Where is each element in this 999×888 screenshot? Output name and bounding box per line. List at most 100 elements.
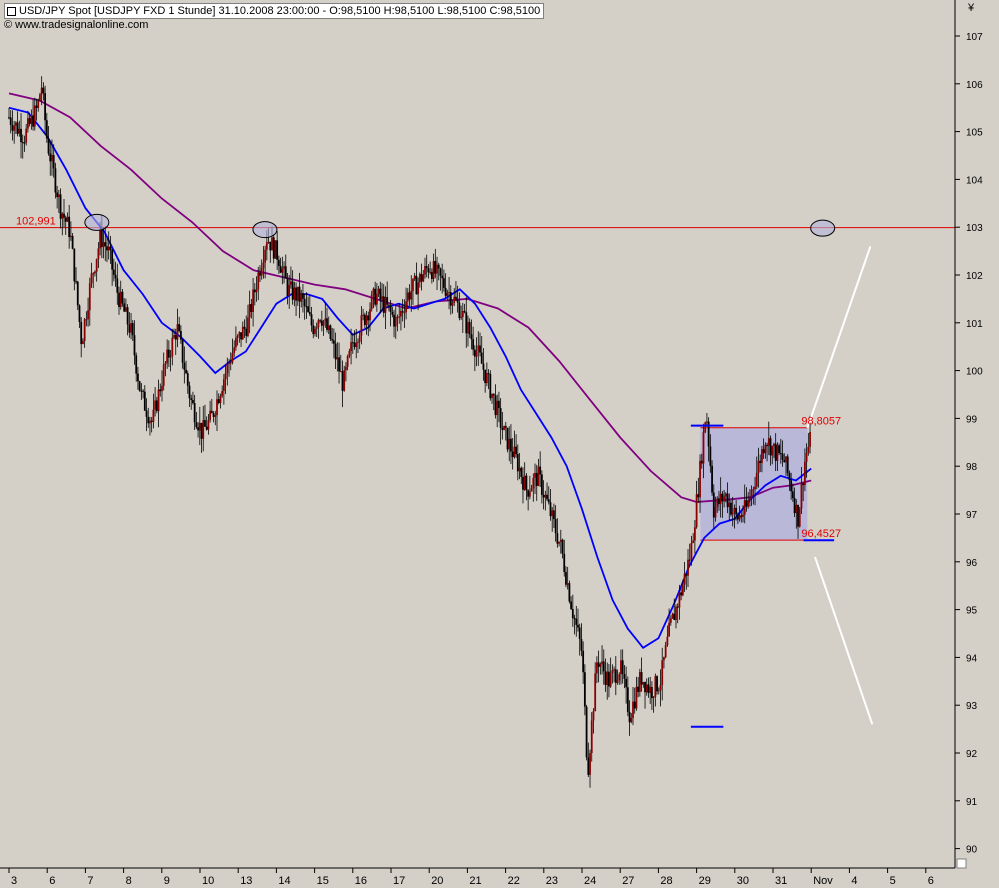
candle-body bbox=[161, 385, 163, 392]
candle-body bbox=[63, 213, 65, 218]
candle-body bbox=[620, 660, 622, 675]
candle-body bbox=[152, 409, 155, 422]
candle-body bbox=[623, 674, 626, 679]
candle-body bbox=[155, 400, 158, 412]
candle-body bbox=[714, 507, 717, 518]
candle-body bbox=[222, 379, 225, 392]
x-tick-label: Nov bbox=[813, 875, 833, 887]
candle-body bbox=[396, 316, 399, 318]
candle-body bbox=[645, 684, 648, 693]
candle-body bbox=[229, 362, 232, 364]
candle-body bbox=[137, 373, 139, 382]
candle-body bbox=[126, 307, 129, 325]
candle-body bbox=[18, 128, 21, 134]
candle-body bbox=[389, 305, 392, 312]
candle-body bbox=[408, 292, 411, 300]
candle-body bbox=[570, 601, 573, 610]
candle-body bbox=[181, 339, 184, 363]
candle-body bbox=[663, 657, 665, 661]
candle-body bbox=[680, 592, 683, 596]
x-tick-label: 23 bbox=[546, 875, 558, 887]
projection-line bbox=[806, 245, 872, 429]
x-tick-label: 29 bbox=[699, 875, 711, 887]
candle-body bbox=[779, 453, 782, 455]
y-tick-label: 92 bbox=[966, 749, 978, 760]
candle-body bbox=[446, 293, 449, 296]
candle-body bbox=[405, 301, 407, 313]
candle-body bbox=[142, 390, 144, 392]
candle-body bbox=[369, 309, 371, 321]
candle-body bbox=[449, 292, 452, 306]
candle-body bbox=[353, 342, 356, 348]
candle-body bbox=[76, 281, 79, 306]
candle-body bbox=[771, 445, 774, 456]
candle-body bbox=[372, 288, 375, 295]
x-tick-label: 30 bbox=[737, 875, 749, 887]
chart-title: USD/JPY Spot [USDJPY FXD 1 Stunde] 31.10… bbox=[19, 5, 541, 17]
candle-body bbox=[726, 493, 729, 508]
candle-body bbox=[685, 573, 688, 576]
resize-grip[interactable] bbox=[956, 858, 967, 869]
candle-body bbox=[434, 261, 437, 274]
copyright-note: © www.tradesignalonline.com bbox=[4, 19, 149, 31]
candle-body bbox=[487, 373, 490, 375]
candle-body bbox=[28, 118, 31, 124]
candle-body bbox=[374, 288, 377, 305]
candle-body bbox=[214, 415, 217, 417]
candle-body bbox=[755, 473, 758, 487]
candle-body bbox=[190, 398, 193, 401]
candle-body bbox=[809, 431, 811, 447]
candle-body bbox=[644, 682, 646, 693]
candle-body bbox=[360, 315, 363, 336]
highlight-ellipse bbox=[252, 221, 278, 239]
y-tick-label: 97 bbox=[966, 510, 978, 521]
range-top-label: 98,8057 bbox=[801, 416, 841, 428]
candle-body bbox=[766, 444, 768, 446]
candle-body bbox=[281, 268, 284, 273]
y-tick-label: 94 bbox=[966, 653, 978, 664]
candle-body bbox=[742, 514, 744, 517]
x-tick-label: 22 bbox=[508, 875, 520, 887]
candle-body bbox=[283, 266, 285, 269]
candle-body bbox=[589, 753, 591, 775]
x-tick-label: 8 bbox=[126, 875, 132, 887]
candle-body bbox=[130, 323, 132, 333]
candle-body bbox=[547, 499, 550, 503]
candle-body bbox=[549, 502, 552, 517]
candle-body bbox=[324, 318, 327, 322]
candle-body bbox=[183, 362, 186, 370]
candle-body bbox=[762, 449, 765, 454]
candle-body bbox=[602, 661, 605, 672]
candle-body bbox=[635, 686, 638, 709]
candle-body bbox=[697, 494, 700, 498]
candle-body bbox=[647, 684, 650, 693]
candle-body bbox=[157, 389, 160, 412]
candle-body bbox=[515, 446, 518, 455]
candle-body bbox=[243, 326, 246, 329]
candle-body bbox=[465, 312, 468, 334]
candle-body bbox=[362, 314, 365, 316]
candle-body bbox=[632, 701, 634, 719]
candle-body bbox=[35, 105, 38, 108]
y-tick-label: 98 bbox=[966, 462, 978, 473]
candle-body bbox=[358, 335, 361, 342]
candle-body bbox=[614, 669, 617, 683]
candle-body bbox=[52, 154, 55, 169]
candle-body bbox=[695, 494, 698, 528]
candle-body bbox=[675, 606, 677, 621]
candle-body bbox=[339, 371, 342, 373]
candle-body bbox=[88, 283, 91, 311]
candle-body bbox=[338, 357, 340, 372]
candle-body bbox=[13, 125, 16, 131]
candle-body bbox=[341, 371, 344, 391]
candle-body bbox=[102, 242, 105, 248]
y-tick-label: 107 bbox=[966, 32, 983, 43]
candle-body bbox=[443, 278, 445, 288]
candle-body bbox=[551, 510, 554, 517]
candle-body bbox=[752, 489, 755, 491]
candle-body bbox=[608, 671, 610, 687]
candle-body bbox=[494, 395, 497, 416]
candle-body bbox=[537, 466, 540, 486]
chart-header[interactable]: USD/JPY Spot [USDJPY FXD 1 Stunde] 31.10… bbox=[4, 3, 545, 19]
